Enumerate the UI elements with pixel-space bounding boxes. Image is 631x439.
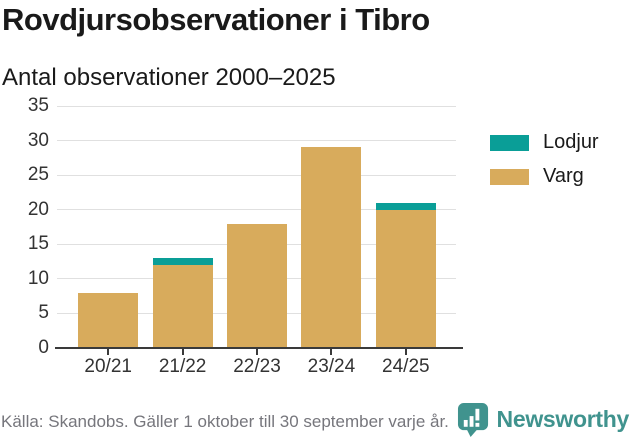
y-tick-label: 25 bbox=[27, 164, 49, 186]
gridline-35 bbox=[57, 105, 456, 107]
stacked-bar bbox=[301, 147, 362, 348]
y-tick-label: 0 bbox=[38, 337, 49, 358]
y-tick-label: 30 bbox=[27, 129, 49, 151]
bar-segment-varg bbox=[152, 265, 213, 348]
chart-subtitle: Antal observationer 2000–2025 bbox=[2, 64, 336, 91]
source-note: Källa: Skandobs. Gäller 1 oktober till 3… bbox=[1, 412, 449, 431]
x-tick-label: 22/23 bbox=[233, 356, 281, 377]
x-tick-mark bbox=[107, 349, 110, 355]
bar-segment-varg bbox=[78, 293, 139, 348]
x-tick-label: 20/21 bbox=[84, 356, 132, 377]
bar-segment-varg bbox=[227, 224, 288, 348]
y-tick-label: 5 bbox=[38, 302, 49, 324]
x-tick-mark bbox=[256, 349, 259, 355]
legend-swatch-varg bbox=[490, 168, 529, 185]
bar-segment-lodjur bbox=[375, 203, 436, 210]
x-tick-label: 24/25 bbox=[382, 356, 430, 377]
x-tick bbox=[369, 349, 443, 355]
x-tick-mark bbox=[330, 349, 333, 355]
x-tick bbox=[294, 349, 368, 355]
y-tick-label: 10 bbox=[27, 267, 49, 289]
bar-group-22-23 bbox=[220, 106, 294, 348]
stacked-bar bbox=[375, 203, 436, 348]
x-tick-mark bbox=[181, 349, 184, 355]
y-tick-label: 20 bbox=[27, 198, 49, 220]
newsworthy-bubble-chart-icon bbox=[457, 403, 488, 437]
stacked-bar bbox=[152, 258, 213, 348]
x-axis-line bbox=[55, 347, 463, 349]
gridline-25 bbox=[57, 174, 456, 176]
bar-group-20-21 bbox=[71, 106, 145, 348]
newsworthy-wordmark: Newsworthy bbox=[496, 406, 630, 432]
x-tick-label: 23/24 bbox=[307, 356, 356, 377]
y-tick-label: 35 bbox=[27, 95, 49, 116]
gridline-20 bbox=[57, 209, 456, 211]
x-axis-ticks bbox=[57, 349, 456, 355]
page-title: Rovdjursobservationer i Tibro bbox=[2, 2, 430, 37]
bar-group-23-24 bbox=[294, 106, 368, 348]
bar-segment-lodjur bbox=[152, 258, 213, 265]
stacked-bar bbox=[227, 224, 288, 348]
bar-segment-varg bbox=[375, 210, 436, 348]
legend-label: Varg bbox=[543, 165, 584, 187]
legend-item-lodjur: Lodjur bbox=[490, 131, 599, 154]
legend-label: Lodjur bbox=[543, 131, 599, 153]
x-axis-labels: 20/21 21/22 22/23 23/24 24/25 bbox=[57, 356, 456, 378]
x-tick bbox=[71, 349, 145, 355]
x-tick-label: 21/22 bbox=[158, 356, 207, 377]
x-tick bbox=[145, 349, 219, 355]
stacked-bar bbox=[78, 293, 139, 348]
x-tick bbox=[220, 349, 294, 355]
x-tick-mark bbox=[404, 349, 407, 355]
gridline-30 bbox=[57, 140, 456, 142]
newsworthy-logo: Newsworthy bbox=[457, 402, 629, 437]
bar-group-21-22 bbox=[145, 106, 219, 348]
bars-container bbox=[57, 106, 456, 348]
y-tick-label: 15 bbox=[27, 233, 49, 255]
legend-swatch-lodjur bbox=[490, 134, 529, 151]
chart-legend: Lodjur Varg bbox=[490, 131, 599, 199]
bar-group-24-25 bbox=[369, 106, 443, 348]
legend-item-varg: Varg bbox=[490, 165, 599, 188]
bar-segment-varg bbox=[301, 147, 362, 348]
